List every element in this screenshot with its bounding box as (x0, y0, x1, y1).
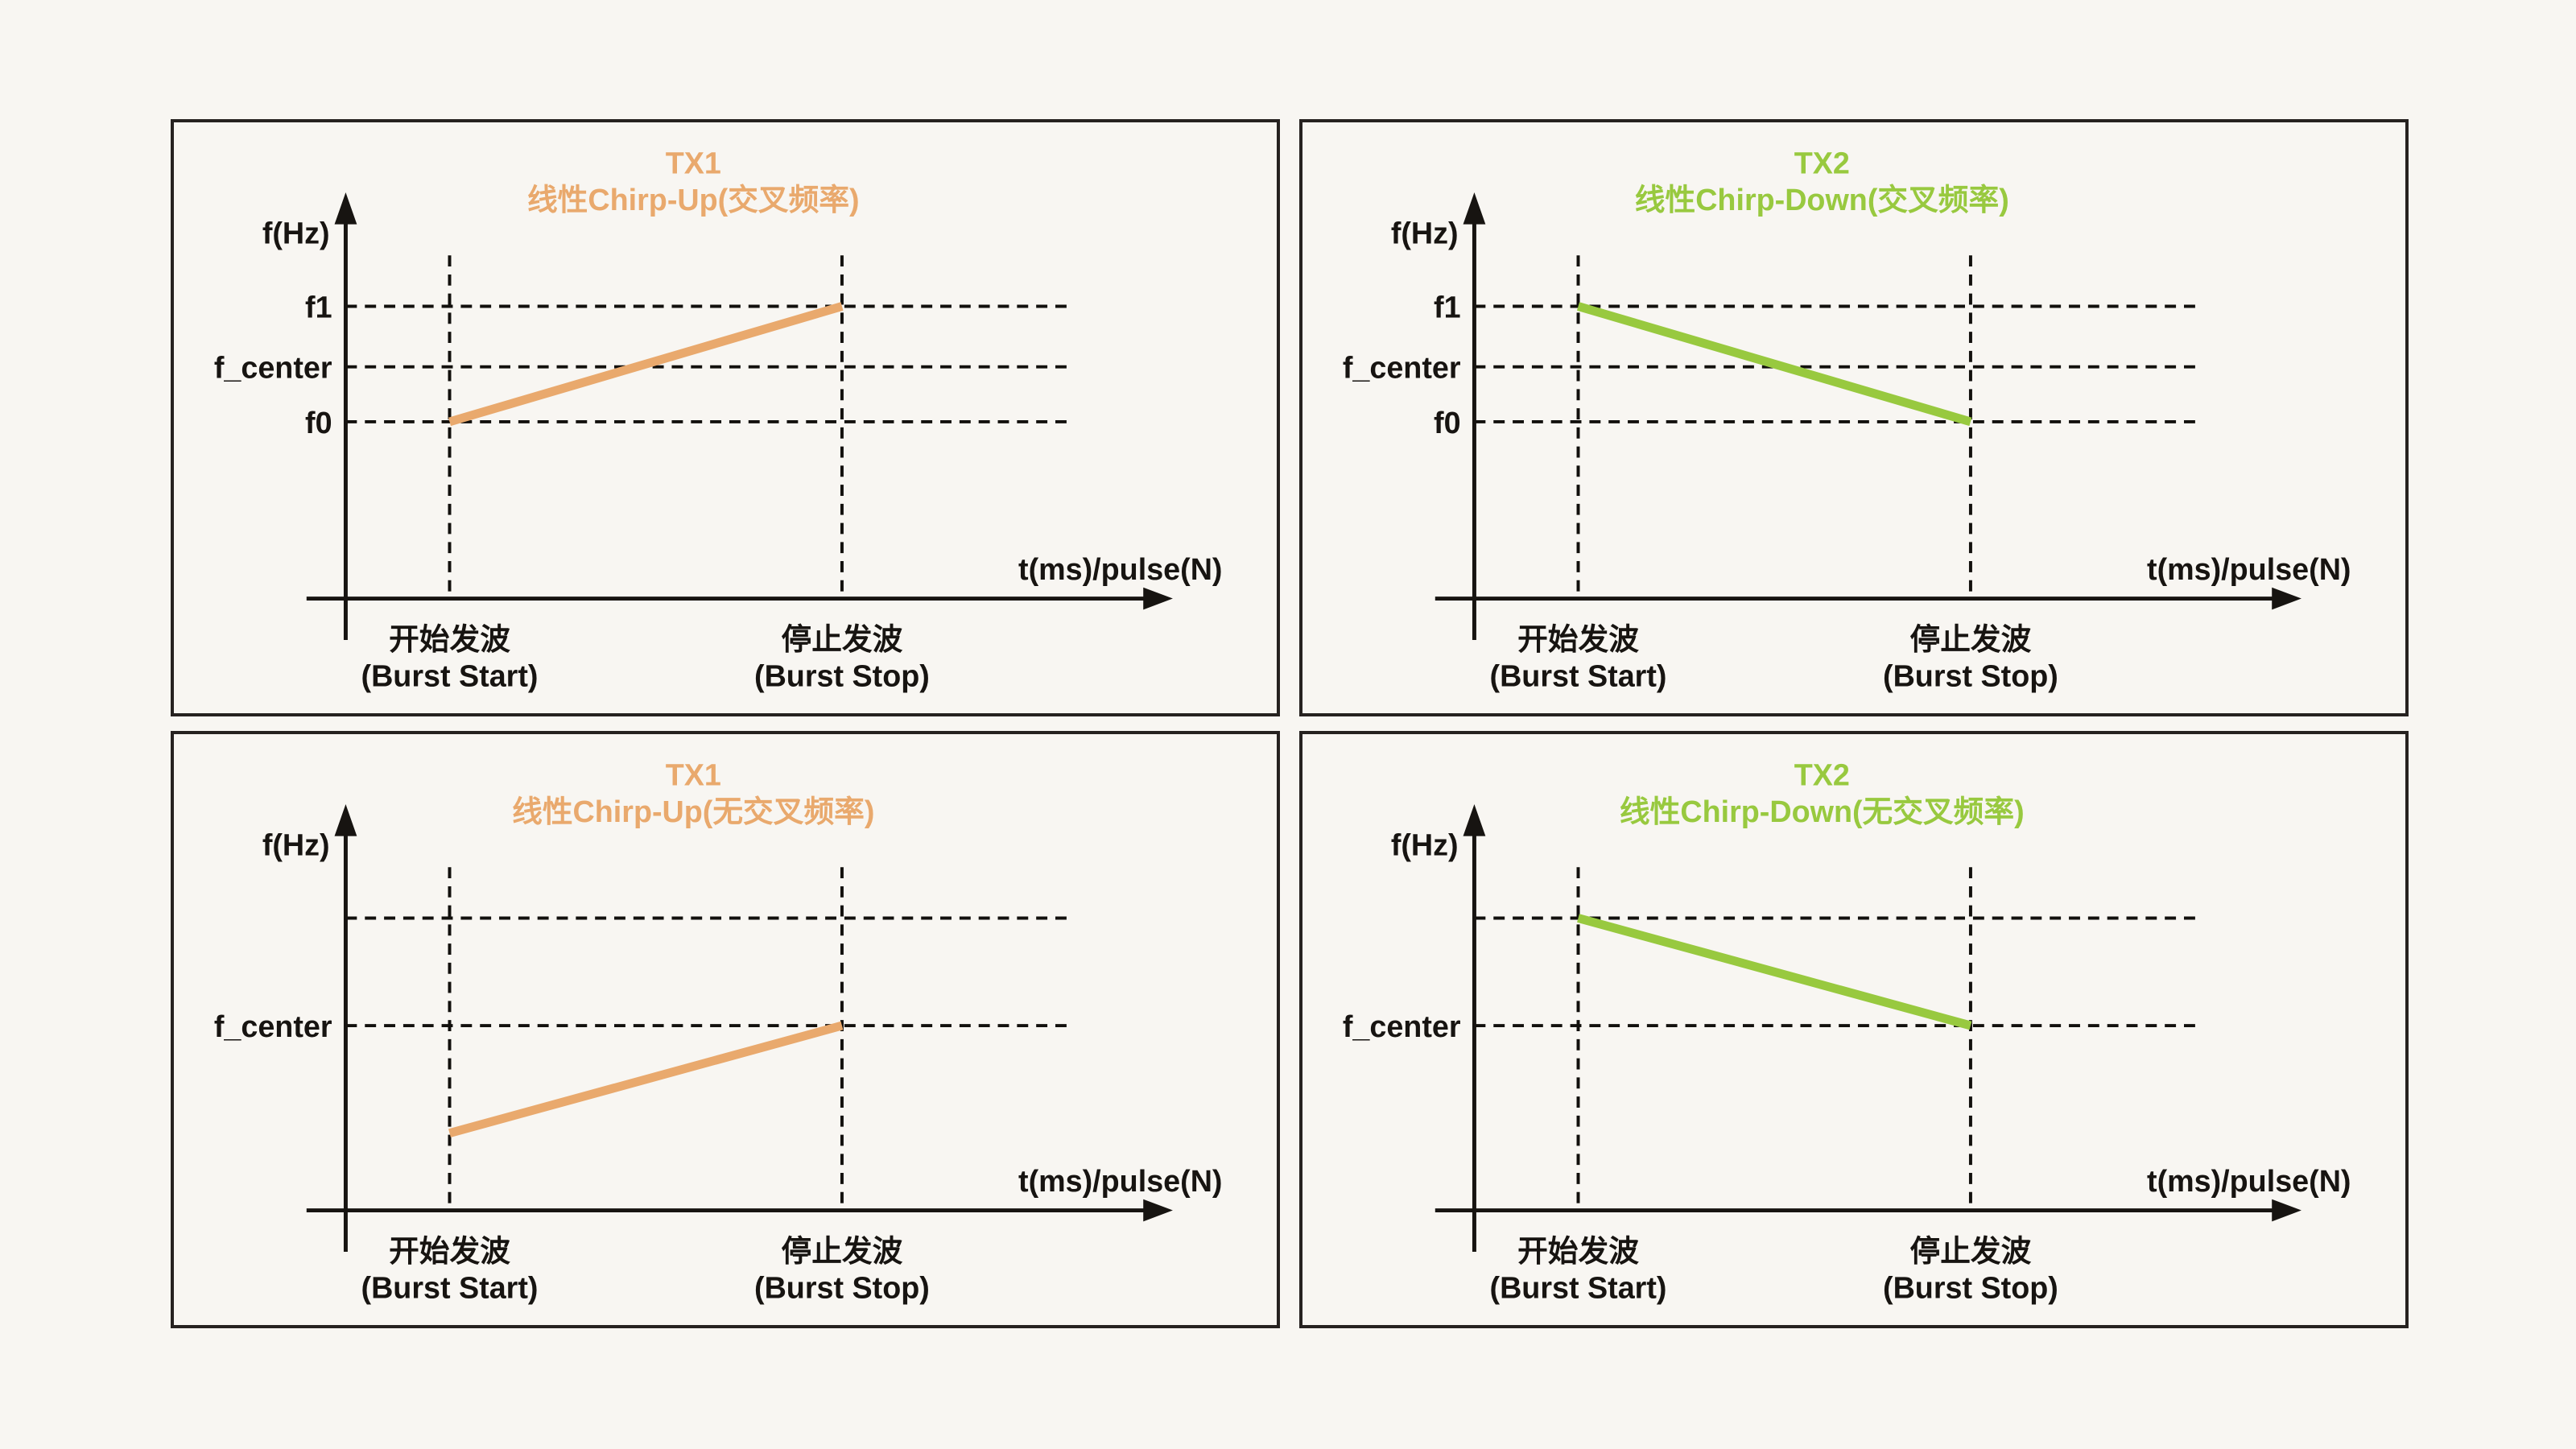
f-center-tick-label: f_center (214, 351, 332, 385)
panel-tx2-chirp-down-crossed: TX2 线性Chirp-Down(交叉频率) f(Hz) t(ms)/pulse… (1299, 119, 2409, 716)
chirp-line (448, 302, 844, 427)
burst-start-label-en: (Burst Start) (361, 658, 539, 692)
burst-stop-label-en: (Burst Stop) (1883, 1270, 2058, 1304)
panel-title: TX2 (1794, 758, 1850, 791)
panel-subtitle: 线性Chirp-Down(交叉频率) (1635, 183, 2009, 217)
burst-stop-label-en: (Burst Stop) (754, 1270, 930, 1304)
y-axis-arrowhead (1463, 804, 1486, 836)
burst-start-label-zh: 开始发波 (389, 1234, 510, 1268)
x-axis-label: t(ms)/pulse(N) (2147, 552, 2351, 586)
burst-start-label-en: (Burst Start) (361, 1270, 539, 1304)
y-axis-arrowhead (1463, 192, 1486, 225)
f1-tick-label: f1 (305, 290, 332, 324)
x-axis-arrowhead (2272, 587, 2301, 610)
burst-stop-label-zh: 停止发波 (1910, 622, 2032, 656)
panel-title: TX2 (1794, 146, 1850, 180)
f-center-tick-label: f_center (1343, 1009, 1461, 1043)
x-axis-arrowhead (1143, 587, 1173, 610)
y-axis-label: f(Hz) (262, 216, 330, 250)
panel-subtitle: 线性Chirp-Up(无交叉频率) (512, 795, 874, 828)
chirp-plot: TX2 线性Chirp-Down(交叉频率) f(Hz) t(ms)/pulse… (1343, 146, 2351, 692)
burst-stop-label-en: (Burst Stop) (1883, 658, 2058, 692)
panel-subtitle: 线性Chirp-Down(无交叉频率) (1620, 795, 2025, 828)
y-axis-label: f(Hz) (262, 828, 330, 861)
panel-subtitle: 线性Chirp-Up(交叉频率) (527, 183, 860, 217)
burst-stop-label-zh: 停止发波 (782, 622, 903, 656)
x-axis-label: t(ms)/pulse(N) (1018, 1164, 1222, 1198)
x-axis-arrowhead (2272, 1199, 2301, 1222)
burst-start-label-en: (Burst Start) (1490, 658, 1667, 692)
burst-stop-label-zh: 停止发波 (1910, 1234, 2032, 1268)
y-axis-arrowhead (334, 192, 357, 225)
panel-tx1-chirp-up-crossed: TX1 线性Chirp-Up(交叉频率) f(Hz) t(ms)/pulse(N… (171, 119, 1280, 716)
panel-tx1-chirp-up-noncrossed: TX1 线性Chirp-Up(无交叉频率) f(Hz) t(ms)/pulse(… (171, 731, 1280, 1328)
y-axis-label: f(Hz) (1391, 828, 1459, 861)
burst-stop-label-en: (Burst Stop) (754, 658, 930, 692)
burst-stop-label-zh: 停止发波 (782, 1234, 903, 1268)
f-center-tick-label: f_center (1343, 351, 1461, 385)
burst-start-label-zh: 开始发波 (389, 622, 510, 656)
chirp-line (448, 1021, 844, 1137)
chirp-line (1576, 302, 1972, 427)
burst-start-label-en: (Burst Start) (1490, 1270, 1667, 1304)
panel-title: TX1 (666, 758, 721, 791)
y-axis-label: f(Hz) (1391, 216, 1459, 250)
f1-tick-label: f1 (1434, 290, 1461, 324)
chirp-line (1577, 914, 1972, 1030)
y-axis-arrowhead (334, 804, 357, 836)
x-axis-label: t(ms)/pulse(N) (2147, 1164, 2351, 1198)
x-axis-arrowhead (1143, 1199, 1173, 1222)
x-axis-label: t(ms)/pulse(N) (1018, 552, 1222, 586)
f0-tick-label: f0 (305, 406, 332, 440)
f-center-tick-label: f_center (214, 1009, 332, 1043)
chirp-plot: TX1 线性Chirp-Up(交叉频率) f(Hz) t(ms)/pulse(N… (214, 146, 1223, 692)
chirp-plot: TX2 线性Chirp-Down(无交叉频率) f(Hz) t(ms)/puls… (1343, 758, 2351, 1304)
burst-start-label-zh: 开始发波 (1517, 1234, 1639, 1268)
panel-tx2-chirp-down-noncrossed: TX2 线性Chirp-Down(无交叉频率) f(Hz) t(ms)/puls… (1299, 731, 2409, 1328)
burst-start-label-zh: 开始发波 (1517, 622, 1639, 656)
chirp-plot: TX1 线性Chirp-Up(无交叉频率) f(Hz) t(ms)/pulse(… (214, 758, 1223, 1304)
f0-tick-label: f0 (1434, 406, 1461, 440)
panel-title: TX1 (666, 146, 721, 180)
